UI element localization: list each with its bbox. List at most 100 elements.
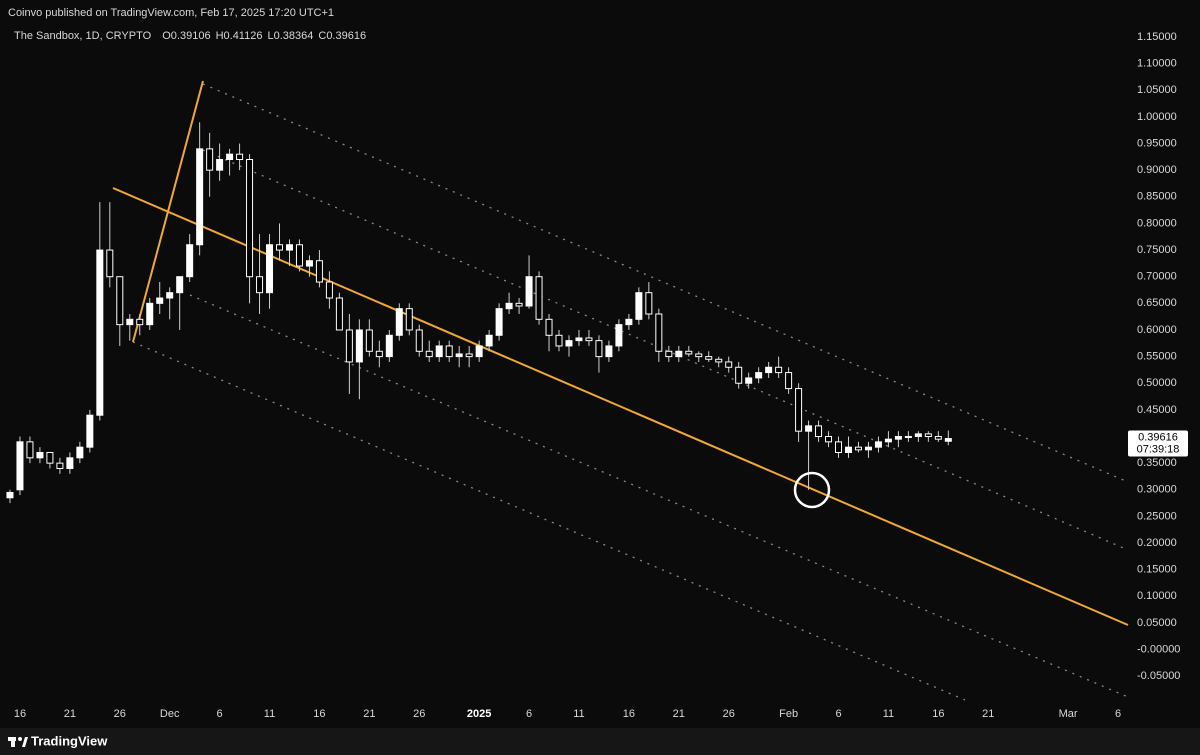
candle-body [525, 276, 533, 307]
ohlc-value: 0.39106 [171, 30, 211, 42]
legend: The Sandbox, 1D, CRYPTO O0.39106 H0.41126… [14, 30, 366, 42]
candle-body [545, 318, 553, 336]
ohlc-value: 0.39616 [326, 30, 366, 42]
candle-body [755, 372, 763, 379]
source-line: Coinvo published on TradingView.com, Feb… [8, 7, 334, 19]
candle-body [285, 244, 293, 251]
candle-body [266, 244, 274, 294]
x-tick-label: 16 [623, 708, 635, 720]
x-tick-label: 6 [1115, 708, 1121, 720]
y-tick-label: 1.05000 [1137, 84, 1177, 96]
y-tick-label: 0.20000 [1137, 537, 1177, 549]
logo-part [22, 737, 28, 747]
candle-body [775, 366, 783, 374]
ohlc-prefix: L [267, 30, 273, 42]
handle-line [132, 80, 204, 343]
y-tick-label: 0.70000 [1137, 271, 1177, 283]
candle-body [66, 457, 74, 469]
y-tick-label: -0.05000 [1137, 670, 1180, 682]
x-tick-label: Dec [160, 708, 180, 720]
candle-body [246, 159, 254, 278]
candle-body [805, 425, 813, 432]
candle-body [815, 425, 823, 438]
candle-body [335, 297, 343, 331]
highlight-circle [793, 471, 831, 509]
candle-body [515, 302, 523, 307]
x-tick-label: 26 [723, 708, 735, 720]
x-tick-label: 6 [217, 708, 223, 720]
candle-body [835, 441, 843, 453]
candle-body [944, 438, 952, 442]
y-tick-label: 1.10000 [1137, 58, 1177, 70]
candle-body [715, 358, 723, 363]
candle-body [665, 350, 673, 358]
candle-body [365, 329, 373, 352]
candle-body [904, 436, 912, 439]
candle-body [894, 436, 902, 440]
x-tick-label: 21 [64, 708, 76, 720]
footer-bar [0, 728, 1200, 755]
candle-body [36, 451, 44, 459]
price-label-box [1128, 430, 1188, 457]
candle-body [425, 350, 433, 358]
x-tick-label: 16 [932, 708, 944, 720]
x-tick-label: 16 [313, 708, 325, 720]
ohlc-prefix: O [162, 30, 171, 42]
y-tick-label: 0.35000 [1137, 457, 1177, 469]
candle-body [745, 377, 753, 384]
ohlc-value: 0.38364 [274, 30, 314, 42]
y-tick-label: 1.00000 [1137, 111, 1177, 123]
candle-body [206, 148, 214, 171]
candle-body [186, 244, 194, 278]
candle-body [555, 334, 563, 347]
logo-part [11, 737, 15, 747]
x-tick-label: Feb [779, 708, 798, 720]
candle-body [415, 329, 423, 352]
y-tick-label: 0.55000 [1137, 351, 1177, 363]
candle-body [505, 302, 513, 310]
candle-body [914, 433, 922, 438]
ohlc-prefix: H [216, 30, 224, 42]
candle-body [96, 249, 104, 416]
y-tick-label: 1.15000 [1137, 31, 1177, 43]
candle-body [156, 297, 164, 304]
candle-body [126, 318, 134, 326]
candle-body [305, 260, 313, 267]
candle-body [695, 353, 703, 358]
candle-body [675, 350, 683, 358]
candle-body [934, 436, 942, 440]
x-tick-label: 6 [835, 708, 841, 720]
y-tick-label: 0.10000 [1137, 590, 1177, 602]
candle-body [635, 292, 643, 320]
plot [6, 122, 952, 504]
candle-body [655, 313, 663, 352]
price-label: 0.39616 [1138, 431, 1178, 443]
candle-body [705, 356, 713, 360]
y-tick-label: 0.45000 [1137, 404, 1177, 416]
candle-body [355, 329, 363, 363]
x-tick-label: 26 [114, 708, 126, 720]
y-tick-label: 0.80000 [1137, 217, 1177, 229]
candle-body [236, 153, 244, 161]
y-tick-label: 0.85000 [1137, 191, 1177, 203]
candle-body [6, 491, 14, 499]
candle-body [295, 244, 303, 267]
x-tick-label: 6 [526, 708, 532, 720]
candle-body [535, 276, 543, 320]
candle-body [166, 292, 174, 299]
candle-body [385, 334, 393, 358]
median-line [112, 187, 1129, 626]
x-tick-label: 21 [363, 708, 375, 720]
ohlc-value: 0.41126 [224, 30, 263, 42]
candle-body [136, 318, 144, 326]
x-tick-label: Mar [1059, 708, 1078, 720]
candle-body [435, 345, 443, 358]
candle-body [116, 276, 124, 326]
y-tick-label: -0.00000 [1137, 644, 1180, 656]
logo-part [18, 737, 22, 741]
candle-body [405, 308, 413, 331]
candle-body [465, 353, 473, 358]
